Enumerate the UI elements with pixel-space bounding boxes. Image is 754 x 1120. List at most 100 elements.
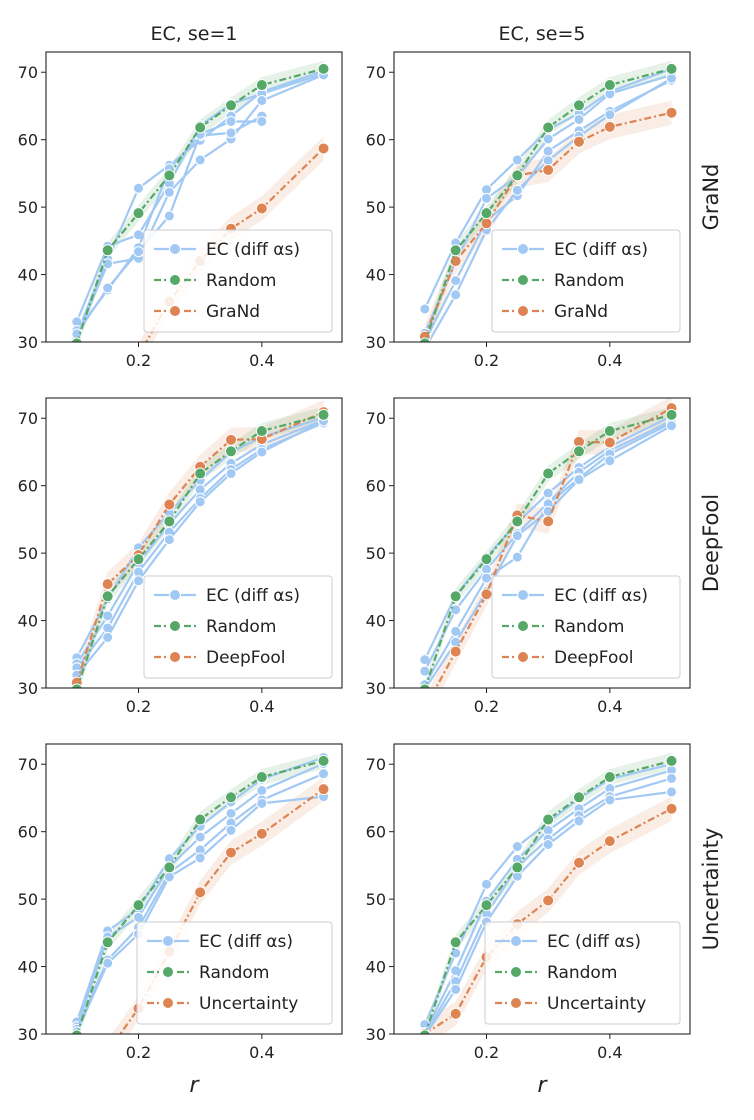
random-point <box>511 169 524 182</box>
y-tick-label: 60 <box>18 477 38 496</box>
ec-point <box>420 344 430 354</box>
random-point <box>418 683 431 688</box>
random-point <box>573 99 585 112</box>
legend-ec-label: EC (diff αs) <box>206 240 300 260</box>
random-point <box>132 899 145 912</box>
axes-frame <box>45 51 343 343</box>
legend-random-label: Random <box>206 617 276 637</box>
x-tick-label: 0.4 <box>249 351 274 370</box>
legend-ec-label: EC (diff αs) <box>554 586 648 606</box>
legend-random-label: Random <box>199 963 269 983</box>
ec-point <box>256 115 268 127</box>
ec-point <box>450 604 462 616</box>
legend-ec-marker <box>517 243 529 255</box>
random-point <box>317 408 330 421</box>
x-tick-label: 0.4 <box>249 697 274 716</box>
y-tick-label: 40 <box>18 612 38 631</box>
legend-ec-label: EC (diff αs) <box>199 932 293 952</box>
y-tick-label: 40 <box>366 958 386 977</box>
method-point <box>255 202 268 215</box>
random-point <box>317 62 330 75</box>
ec-point <box>666 772 677 784</box>
x-tick-label: 0.4 <box>597 697 622 716</box>
legend-random-marker <box>162 966 174 978</box>
axes-frame <box>393 743 691 1035</box>
ec-point <box>573 474 585 486</box>
y-tick-label: 70 <box>18 63 38 82</box>
legend: EC (diff αs) Random DeepFool <box>143 575 333 679</box>
random-point <box>418 337 431 342</box>
method-point <box>603 436 616 449</box>
method-point <box>542 515 555 528</box>
method-point <box>419 703 430 714</box>
method-point <box>102 1046 113 1057</box>
random-point <box>163 515 176 528</box>
ec-line-4 <box>75 419 324 676</box>
ec-point <box>256 785 268 797</box>
legend-frame <box>491 575 681 679</box>
ec-point <box>666 786 677 798</box>
ec-point <box>163 186 175 198</box>
random-point <box>255 771 268 784</box>
panel-uncertainty-col2: 30 40 50 60 70 0.2 0.4 EC (diff αs) Random Uncert… <box>366 743 691 1062</box>
y-tick-label: 60 <box>18 823 38 842</box>
ec-point <box>542 145 554 157</box>
ec-point <box>573 113 585 125</box>
legend-ec-marker <box>162 935 174 947</box>
method-point <box>101 578 114 591</box>
random-point <box>542 813 555 826</box>
ec-point <box>163 534 175 546</box>
y-tick-label: 40 <box>366 266 386 285</box>
method-point <box>480 588 493 601</box>
random-point <box>603 771 616 784</box>
ec-point <box>481 192 492 204</box>
y-tick-label: 30 <box>366 333 386 352</box>
x-axis-label-1: r <box>189 1073 200 1098</box>
ec-point <box>573 815 585 827</box>
plot-area <box>418 752 678 1034</box>
random-point <box>163 861 176 874</box>
method-point <box>255 827 268 840</box>
random-point <box>255 425 268 438</box>
y-tick-label: 70 <box>366 63 386 82</box>
random-point <box>194 467 207 480</box>
random-point <box>603 425 616 438</box>
method-point <box>317 142 330 155</box>
legend-frame <box>484 921 681 1025</box>
legend-ec-marker <box>517 589 529 601</box>
ec-line-2 <box>423 769 672 1034</box>
ec-point <box>419 303 431 315</box>
method-point <box>163 498 176 511</box>
method-point <box>542 894 555 907</box>
ec-point <box>133 246 144 258</box>
ec-point <box>194 154 206 166</box>
y-tick-label: 60 <box>366 477 386 496</box>
legend-method-marker <box>169 651 181 663</box>
random-point <box>665 408 678 421</box>
random-point <box>101 244 114 257</box>
ec-point <box>481 878 492 890</box>
ec-point <box>318 768 329 780</box>
ec-point <box>225 824 237 836</box>
ec-point <box>102 282 114 294</box>
method-point <box>71 458 82 469</box>
legend-random-marker <box>169 620 181 632</box>
legend-method-label: Uncertainty <box>199 994 298 1014</box>
ec-point <box>133 182 144 194</box>
ec-point <box>102 610 114 622</box>
ec-point <box>450 625 462 637</box>
method-line <box>424 807 673 1034</box>
legend-ec-label: EC (diff αs) <box>206 586 300 606</box>
legend-frame <box>491 229 681 333</box>
random-point <box>418 1029 431 1034</box>
method-point <box>194 886 207 899</box>
ec-point <box>450 275 462 287</box>
ec-point <box>256 95 268 107</box>
legend-frame <box>143 575 333 679</box>
legend: EC (diff αs) Random GraNd <box>143 229 333 333</box>
ec-line-4 <box>75 795 324 1033</box>
y-tick-label: 30 <box>18 333 38 352</box>
random-point <box>542 121 555 134</box>
legend-random-label: Random <box>554 617 624 637</box>
